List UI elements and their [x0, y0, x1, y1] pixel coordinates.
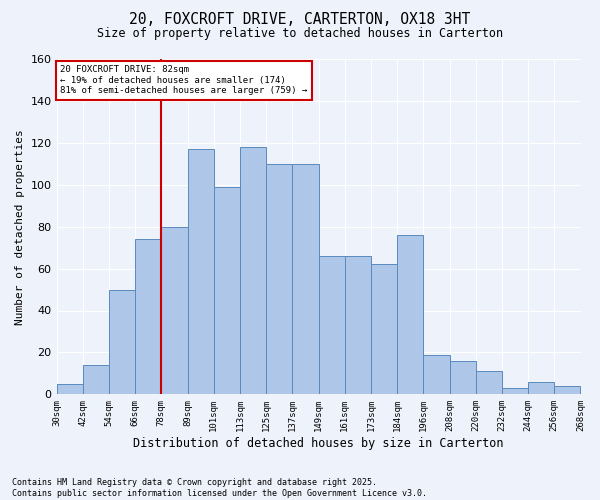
Bar — [83, 365, 109, 394]
Bar — [292, 164, 319, 394]
Bar — [214, 187, 240, 394]
Bar — [397, 235, 424, 394]
Bar — [528, 382, 554, 394]
Bar — [109, 290, 135, 395]
Bar — [188, 149, 214, 394]
Bar — [266, 164, 292, 394]
Text: 20 FOXCROFT DRIVE: 82sqm
← 19% of detached houses are smaller (174)
81% of semi-: 20 FOXCROFT DRIVE: 82sqm ← 19% of detach… — [61, 66, 308, 95]
Bar — [319, 256, 345, 394]
Bar — [135, 239, 161, 394]
Y-axis label: Number of detached properties: Number of detached properties — [15, 129, 25, 324]
Bar — [449, 361, 476, 394]
Bar — [476, 372, 502, 394]
Text: Contains HM Land Registry data © Crown copyright and database right 2025.
Contai: Contains HM Land Registry data © Crown c… — [12, 478, 427, 498]
Text: Size of property relative to detached houses in Carterton: Size of property relative to detached ho… — [97, 28, 503, 40]
Bar — [371, 264, 397, 394]
Bar — [424, 354, 449, 395]
Bar — [554, 386, 580, 394]
Bar — [502, 388, 528, 394]
Bar — [240, 147, 266, 394]
Bar — [161, 226, 188, 394]
Bar — [345, 256, 371, 394]
Bar — [56, 384, 83, 394]
Text: 20, FOXCROFT DRIVE, CARTERTON, OX18 3HT: 20, FOXCROFT DRIVE, CARTERTON, OX18 3HT — [130, 12, 470, 28]
X-axis label: Distribution of detached houses by size in Carterton: Distribution of detached houses by size … — [133, 437, 504, 450]
